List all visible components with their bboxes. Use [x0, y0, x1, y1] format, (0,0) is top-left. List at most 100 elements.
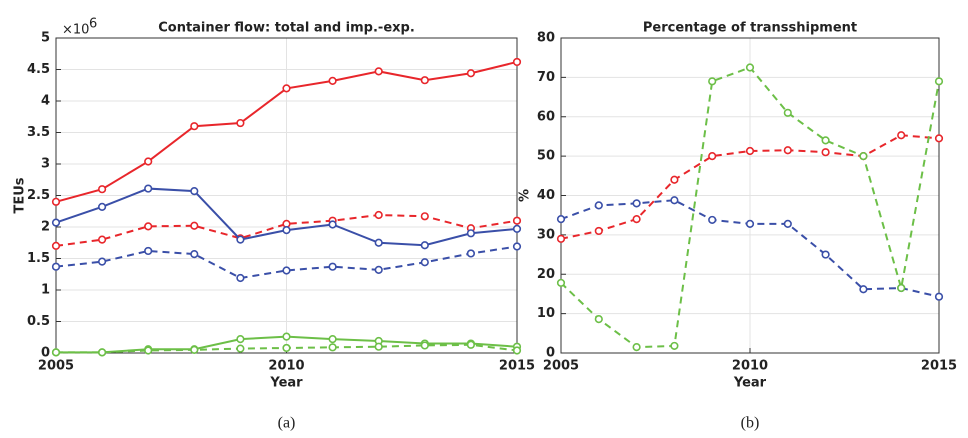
caption: (b) — [741, 415, 760, 432]
y-tick-label: 50 — [537, 149, 555, 164]
marker — [99, 258, 106, 265]
marker — [633, 216, 640, 223]
marker — [53, 263, 60, 270]
y-tick-label: 2.5 — [27, 188, 50, 203]
marker — [936, 78, 943, 85]
y-axis-label: TEUs — [13, 177, 28, 213]
marker — [422, 342, 429, 349]
chart-title: Percentage of transshipment — [643, 21, 857, 36]
marker — [422, 242, 429, 249]
x-tick-label: 2005 — [38, 359, 74, 374]
marker — [514, 243, 521, 250]
y-tick-label: 0.5 — [27, 314, 50, 329]
marker — [468, 70, 475, 77]
marker — [822, 137, 829, 144]
marker — [53, 349, 60, 356]
marker — [329, 344, 336, 351]
y-multiplier-exponent: 6 — [89, 17, 97, 32]
y-tick-label: 80 — [537, 31, 555, 46]
marker — [822, 251, 829, 258]
y-tick-label: 5 — [41, 31, 50, 46]
marker — [191, 222, 198, 229]
marker — [633, 200, 640, 207]
y-tick-label: 30 — [537, 227, 555, 242]
marker — [558, 280, 565, 287]
marker — [936, 135, 943, 142]
marker — [145, 158, 152, 165]
marker — [671, 197, 678, 204]
marker — [237, 336, 244, 343]
marker — [709, 217, 716, 224]
y-tick-label: 4 — [41, 94, 50, 109]
marker — [191, 123, 198, 130]
marker — [860, 153, 867, 160]
y-tick-label: 4.5 — [27, 62, 50, 77]
marker — [785, 110, 792, 117]
marker — [898, 132, 905, 139]
marker — [514, 226, 521, 233]
marker — [514, 59, 521, 66]
marker — [375, 68, 382, 75]
marker — [596, 228, 603, 235]
marker — [237, 345, 244, 352]
marker — [558, 216, 565, 223]
caption: (a) — [278, 415, 296, 432]
y-tick-label: 40 — [537, 188, 555, 203]
marker — [709, 78, 716, 85]
marker — [145, 185, 152, 192]
marker — [53, 199, 60, 206]
y-multiplier: ×10 — [62, 23, 89, 38]
marker — [191, 188, 198, 195]
marker — [283, 85, 290, 92]
chart-title: Container flow: total and imp.-exp. — [158, 21, 415, 36]
y-tick-label: 3 — [41, 157, 50, 172]
marker — [99, 186, 106, 193]
marker — [468, 342, 475, 349]
marker — [237, 275, 244, 282]
marker — [468, 250, 475, 257]
x-axis-label: Year — [269, 376, 303, 391]
marker — [514, 217, 521, 224]
marker — [596, 316, 603, 323]
y-tick-label: 2 — [41, 220, 50, 235]
marker — [375, 267, 382, 274]
marker — [53, 219, 60, 226]
marker — [99, 236, 106, 243]
marker — [283, 333, 290, 340]
marker — [53, 243, 60, 250]
x-tick-label: 2015 — [499, 359, 535, 374]
marker — [191, 251, 198, 258]
marker — [375, 343, 382, 350]
marker — [375, 239, 382, 246]
marker — [99, 349, 106, 356]
y-tick-label: 1 — [41, 283, 50, 298]
marker — [422, 213, 429, 220]
marker — [936, 293, 943, 300]
marker — [785, 221, 792, 228]
y-tick-label: 60 — [537, 109, 555, 124]
marker — [375, 212, 382, 219]
marker — [747, 148, 754, 155]
marker — [329, 221, 336, 228]
x-tick-label: 2010 — [268, 359, 304, 374]
marker — [283, 345, 290, 352]
marker — [747, 64, 754, 71]
marker — [558, 236, 565, 243]
marker — [145, 223, 152, 230]
marker — [422, 259, 429, 266]
y-tick-label: 70 — [537, 70, 555, 85]
marker — [191, 347, 198, 354]
y-tick-label: 10 — [537, 306, 555, 321]
marker — [283, 227, 290, 234]
y-axis-label: % — [518, 189, 533, 202]
marker — [329, 263, 336, 270]
marker — [237, 236, 244, 243]
marker — [329, 78, 336, 85]
marker — [422, 77, 429, 84]
y-tick-label: 20 — [537, 267, 555, 282]
x-tick-label: 2015 — [921, 359, 957, 374]
marker — [671, 343, 678, 350]
marker — [514, 347, 521, 354]
marker — [898, 285, 905, 292]
